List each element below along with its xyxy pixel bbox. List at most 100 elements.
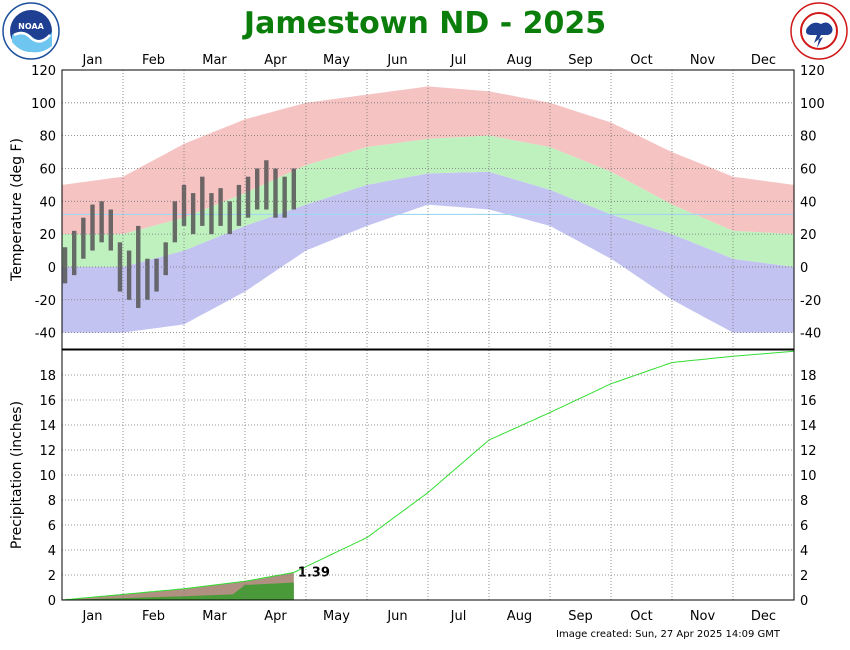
observed-temp-bar	[81, 217, 86, 259]
observed-temp-bar	[99, 201, 104, 243]
observed-temp-bar	[273, 168, 278, 218]
month-label-top: Feb	[142, 53, 165, 68]
temp-ytick-left: -20	[35, 294, 56, 309]
precip-ytick-right: 2	[800, 569, 808, 584]
temp-ytick-right: 60	[800, 162, 817, 177]
image-created-timestamp: Image created: Sun, 27 Apr 2025 14:09 GM…	[556, 629, 781, 640]
observed-temp-bar	[282, 176, 287, 218]
precip-total-label: 1.39	[298, 566, 330, 581]
temp-ytick-right: -20	[800, 294, 821, 309]
observed-temp-bar	[255, 168, 260, 210]
observed-temp-bar	[108, 209, 113, 251]
temp-ytick-left: 20	[39, 228, 56, 243]
month-label-bottom: Jul	[450, 609, 467, 624]
month-label-top: Oct	[630, 53, 652, 68]
temp-ytick-right: 0	[800, 261, 808, 276]
temp-ytick-right: 120	[800, 64, 825, 79]
month-label-bottom: Jan	[81, 609, 102, 624]
precip-ytick-left: 0	[48, 594, 56, 609]
chart-title: Jamestown ND - 2025	[243, 6, 607, 41]
temp-ytick-right: 40	[800, 195, 817, 210]
precip-ytick-right: 6	[800, 519, 808, 534]
precip-ytick-left: 8	[48, 494, 56, 509]
observed-temp-bar	[236, 184, 242, 226]
temp-ytick-left: 100	[31, 97, 56, 112]
temp-ytick-right: 100	[800, 97, 825, 112]
precip-ytick-left: 14	[39, 419, 56, 434]
observed-temp-bar	[136, 225, 141, 308]
temp-plot-frame	[61, 69, 795, 350]
observed-temp-bar	[90, 204, 95, 251]
normal-precip-line	[61, 350, 795, 601]
month-label-top: Apr	[264, 53, 287, 68]
precip-ytick-right: 14	[800, 419, 817, 434]
precip-ytick-right: 12	[800, 444, 817, 459]
month-label-bottom: Dec	[751, 609, 776, 624]
precip-ytick-right: 0	[800, 594, 808, 609]
temp-ytick-right: 20	[800, 228, 817, 243]
month-label-bottom: Oct	[630, 609, 652, 624]
month-label-bottom: Jun	[386, 609, 407, 624]
precip-ytick-right: 18	[800, 369, 817, 384]
observed-precip-fill	[62, 582, 294, 600]
temp-ytick-right: 80	[800, 130, 817, 145]
precip-ytick-left: 2	[48, 569, 56, 584]
precip-axis-title: Precipitation (inches)	[9, 401, 25, 549]
precip-ytick-left: 10	[39, 469, 56, 484]
observed-temp-bar	[291, 168, 296, 210]
observed-temp-bar	[264, 160, 269, 210]
month-label-top: Jun	[386, 53, 407, 68]
precip-ytick-right: 16	[800, 394, 817, 409]
temp-ytick-right: -40	[800, 327, 821, 342]
precip-plot-frame	[61, 349, 795, 601]
precip-ytick-right: 4	[800, 544, 808, 559]
month-label-bottom: Apr	[264, 609, 287, 624]
observed-temp-bar	[145, 258, 150, 300]
month-label-top: Sep	[568, 53, 593, 68]
precip-ytick-left: 18	[39, 369, 56, 384]
record-high-band	[62, 86, 794, 235]
month-label-top: Jan	[81, 53, 102, 68]
temp-ytick-left: -40	[35, 327, 56, 342]
nws-logo	[790, 2, 848, 60]
noaa-logo: NOAA	[2, 2, 60, 60]
temp-ytick-left: 80	[39, 130, 56, 145]
temp-axis-title: Temperature (deg F)	[9, 138, 25, 282]
observed-temp-bar	[218, 188, 223, 226]
month-label-top: May	[323, 53, 350, 68]
month-label-bottom: May	[323, 609, 350, 624]
temp-ytick-left: 0	[48, 261, 56, 276]
temp-ytick-left: 40	[39, 195, 56, 210]
observed-temp-bar	[245, 176, 251, 218]
month-label-top: Nov	[690, 53, 716, 68]
precip-ytick-right: 8	[800, 494, 808, 509]
precip-ytick-left: 4	[48, 544, 56, 559]
observed-temp-bar	[72, 230, 77, 276]
month-label-top: Dec	[751, 53, 776, 68]
month-label-bottom: Nov	[690, 609, 716, 624]
month-label-bottom: Feb	[142, 609, 165, 624]
precip-ytick-left: 16	[39, 394, 56, 409]
observed-temp-bar	[209, 193, 214, 235]
observed-temp-bar	[62, 247, 68, 284]
month-label-bottom: Aug	[507, 609, 532, 624]
observed-temp-bar	[227, 201, 232, 235]
month-label-top: Jul	[450, 53, 467, 68]
observed-temp-bar	[126, 250, 132, 300]
temp-ytick-left: 60	[39, 162, 56, 177]
svg-text:NOAA: NOAA	[18, 22, 44, 31]
precip-ytick-left: 12	[39, 444, 56, 459]
record-low-band	[62, 171, 794, 333]
observed-temp-bar	[172, 201, 178, 243]
precipitation-chart: 1.39	[61, 350, 795, 601]
month-label-top: Aug	[507, 53, 532, 68]
precip-ytick-right: 10	[800, 469, 817, 484]
observed-temp-bar	[154, 258, 159, 292]
month-label-bottom: Sep	[568, 609, 593, 624]
observed-temp-bar	[163, 242, 168, 276]
observed-temp-bar	[190, 193, 196, 235]
temp-ytick-left: 120	[31, 64, 56, 79]
month-label-bottom: Mar	[202, 609, 227, 624]
